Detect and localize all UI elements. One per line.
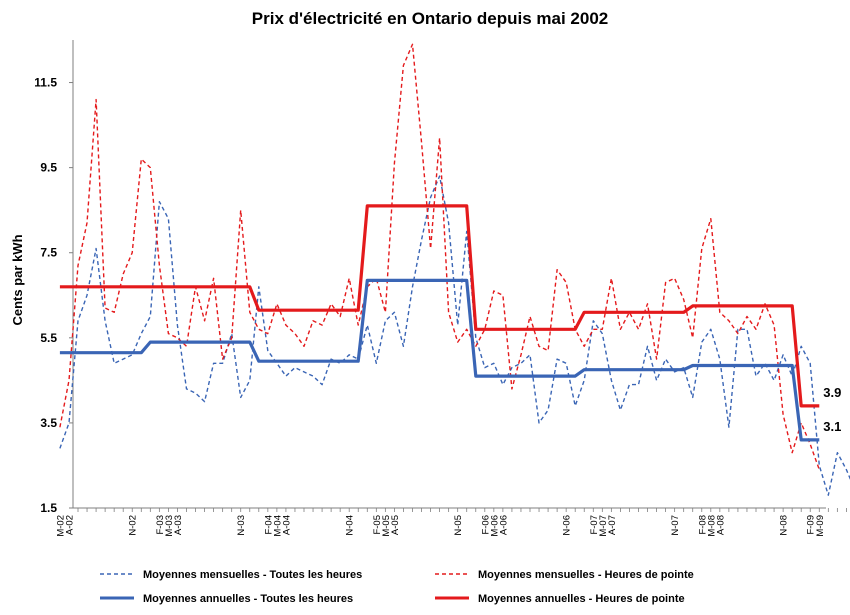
x-tick-label: F-05 <box>372 515 383 535</box>
legend-label: Moyennes annuelles - Toutes les heures <box>143 593 353 605</box>
legend-label: Moyennes annuelles - Heures de pointe <box>478 593 685 605</box>
legend-label: Moyennes mensuelles - Heures de pointe <box>478 569 694 581</box>
x-tick-label: M-03 <box>164 515 175 537</box>
y-axis-ticks: 1.5 3.5 5.5 7.5 9.5 11.5 <box>34 76 73 515</box>
series-4 <box>59 204 820 408</box>
plot-lines <box>59 43 850 496</box>
legend-label: Moyennes mensuelles - Toutes les heures <box>143 569 362 581</box>
x-tick-label: N-07 <box>670 515 681 536</box>
x-tick-label: M-07 <box>598 515 609 537</box>
x-tick-label: N-05 <box>453 515 464 536</box>
x-tick-label: F-03 <box>155 515 166 535</box>
x-axis-ticks: M-02A-02 N-02 F-03M-03A-03 N-03 F-04M-04A-04… <box>55 508 847 537</box>
x-tick-label: M-02 <box>55 515 66 537</box>
x-tick-label: A-02 <box>64 515 75 535</box>
legend-item: Moyennes annuelles - Heures de pointe <box>435 593 685 605</box>
x-tick-label: A-06 <box>498 515 509 535</box>
x-tick-label: N-08 <box>779 515 790 536</box>
y-tick-label: 9.5 <box>40 161 57 175</box>
x-tick-label: A-07 <box>607 515 618 535</box>
x-tick-label: M-08 <box>706 515 717 537</box>
x-tick-label: F-07 <box>589 515 600 535</box>
annual-step-line <box>59 204 820 408</box>
x-tick-label: A-05 <box>390 515 401 535</box>
annotations: 3.9 3.1 <box>823 385 841 434</box>
x-tick-label: N-02 <box>128 515 139 536</box>
series-2 <box>59 43 820 470</box>
x-tick-label: A-03 <box>173 515 184 535</box>
y-tick-label: 5.5 <box>40 331 57 345</box>
x-tick-label: N-04 <box>345 515 356 536</box>
x-tick-label: M-09 <box>815 515 826 537</box>
x-tick-label: A-04 <box>281 515 292 535</box>
y-tick-label: 3.5 <box>40 416 57 430</box>
x-tick-label: N-03 <box>236 515 247 536</box>
data-label: 3.1 <box>823 419 841 434</box>
x-tick-label: M-05 <box>381 515 392 537</box>
y-tick-label: 1.5 <box>40 501 57 515</box>
legend: Moyennes mensuelles - Toutes les heures M… <box>100 569 694 605</box>
x-tick-label: M-06 <box>489 515 500 537</box>
x-tick-label: F-09 <box>806 515 817 535</box>
axes <box>72 40 826 509</box>
chart-title: Prix d'électricité en Ontario depuis mai… <box>252 9 608 28</box>
series-3 <box>59 278 820 442</box>
annual-step-line <box>59 278 820 442</box>
monthly-line <box>59 43 820 470</box>
y-axis-label: Cents par kWh <box>10 234 25 325</box>
y-tick-label: 11.5 <box>34 76 57 90</box>
x-tick-label: F-06 <box>480 515 491 535</box>
y-tick-label: 7.5 <box>40 246 57 260</box>
monthly-line <box>59 175 850 496</box>
x-tick-label: M-04 <box>272 515 283 537</box>
x-tick-label: F-08 <box>697 515 708 535</box>
legend-item: Moyennes annuelles - Toutes les heures <box>100 593 353 605</box>
series-1 <box>59 175 850 496</box>
data-label: 3.9 <box>823 385 841 400</box>
x-tick-label: A-08 <box>715 515 726 535</box>
x-tick-label: F-04 <box>263 515 274 535</box>
x-tick-label: N-06 <box>562 515 573 536</box>
legend-item: Moyennes mensuelles - Toutes les heures <box>100 569 362 581</box>
legend-item: Moyennes mensuelles - Heures de pointe <box>435 569 694 581</box>
